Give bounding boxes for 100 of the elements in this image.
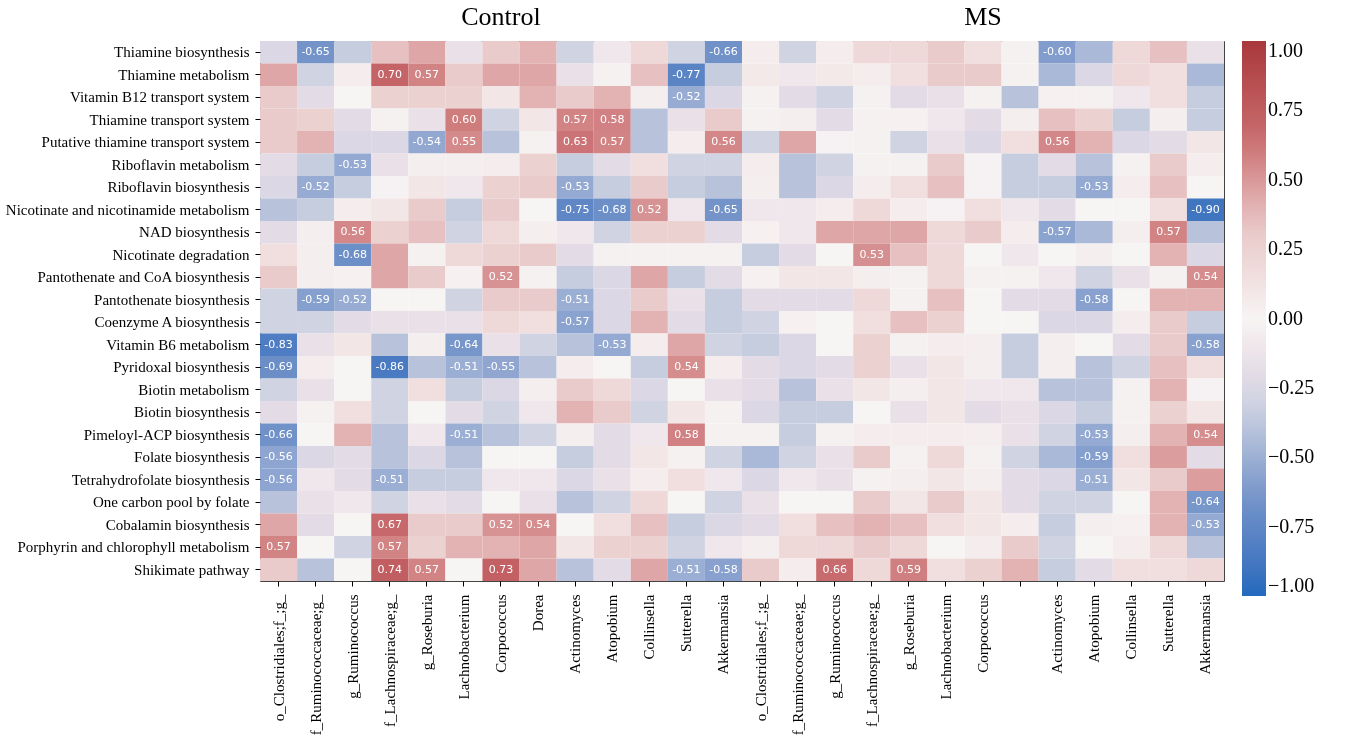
x-tick-label: g_Ruminococcus [344,594,361,699]
data-label: -0.56 [264,450,293,464]
color-bar-label: 0.75 [1268,98,1303,121]
x-tick-label: o_Clostridiales;f_;g_ [270,594,287,722]
x-tick-label: g_Roseburia [900,594,917,671]
x-tick-label: Collinsella [1123,594,1140,660]
y-tick-label: Riboflavin biosynthesis [107,179,250,196]
data-label: -0.66 [264,427,293,441]
data-label: -0.51 [1080,472,1109,486]
data-label: -0.68 [598,202,627,216]
data-label: 0.57 [1156,225,1181,239]
x-tick-label: o_Clostridiales;f_;g_ [752,594,769,722]
data-label: -0.51 [449,360,479,374]
data-label: -0.83 [264,337,293,351]
data-label: -0.59 [1080,450,1109,464]
data-label: -0.75 [560,202,590,216]
text: MS [964,2,1002,31]
data-label: 0.74 [377,562,403,576]
y-tick-label: Thiamine transport system [89,111,250,128]
data-label: 0.70 [377,67,403,81]
data-label: -0.64 [1191,495,1220,509]
color-bar-label: 1.00 [1268,39,1303,61]
y-tick-label: Pimeloyl-ACP biosynthesis [83,426,250,443]
x-tick-label: Atopobium [604,594,621,663]
data-label: 0.54 [1193,427,1218,441]
x-tick-label: Actinomyces [1049,594,1066,674]
data-label: -0.77 [672,67,701,81]
data-label: -0.52 [301,180,330,194]
data-label: -0.53 [1191,517,1220,531]
data-label: -0.55 [486,360,516,374]
data-label: 0.57 [377,540,403,554]
x-tick-label: f_Ruminococcaceae;g_ [307,594,324,736]
data-label: 0.54 [525,517,551,531]
data-label: 0.58 [599,112,625,126]
y-tick-label: Riboflavin metabolism [111,156,250,173]
data-label: -0.68 [338,247,367,261]
data-label: -0.56 [264,472,293,486]
data-label: 0.56 [1044,135,1070,149]
color-bar-label: −0.75 [1268,514,1315,537]
x-tick-label: Atopobium [1086,594,1103,663]
data-label: -0.51 [672,562,701,576]
data-label: -0.90 [1191,202,1220,216]
x-tick-label: Corpococcus [975,594,991,673]
y-tick-label: Tetrahydrofolate biosynthesis [71,471,250,488]
y-tick-label: Nicotinate and nicotinamide metabolism [5,201,250,218]
data-label: 0.63 [562,135,588,149]
y-tick-label: Folate biosynthesis [134,449,250,466]
y-tick-label: Shikimate pathway [134,561,250,578]
x-tick-label: Akkermansia [715,594,732,675]
data-label: -0.58 [1080,292,1109,306]
data-label: 0.55 [451,135,477,149]
y-tick-label: NAD biosynthesis [139,224,250,241]
data-label: -0.60 [1042,45,1072,59]
x-tick-label: Dorea [530,594,547,632]
text: Control [461,2,541,31]
y-tick-label: Vitamin B6 metabolism [106,336,250,353]
data-label: -0.66 [709,45,738,59]
x-tick-label: f_Lachnospiraceae;g_ [863,594,880,727]
data-label: 0.54 [674,360,699,374]
x-tick-label: Actinomyces [567,594,584,674]
color-bar-label: −1.00 [1268,574,1315,596]
data-label: -0.59 [301,292,330,306]
x-tick-label: f_Lachnospiraceae;g_ [381,594,398,727]
y-tick-label: Vitamin B12 transport system [69,89,250,106]
color-bar-label: −0.50 [1268,445,1315,468]
data-label: -0.52 [672,90,701,104]
data-label: -0.69 [264,360,293,374]
data-label: 0.52 [488,517,514,531]
data-label: 0.58 [674,427,699,441]
color-bar-label: 0.25 [1268,237,1303,260]
y-tick-label: Thiamine biosynthesis [114,44,250,61]
y-tick-label: Cobalamin biosynthesis [105,516,250,533]
data-label: -0.54 [412,135,442,149]
data-label: -0.53 [1080,427,1109,441]
y-tick-label: Putative thiamine transport system [41,134,250,151]
x-tick-label: Lachnobacterium [455,594,472,700]
data-label: -0.51 [375,472,404,486]
y-tick-label: Nicotinate degradation [112,246,250,263]
color-bar-label: −0.25 [1268,375,1315,398]
data-label: 0.57 [266,540,291,554]
y-tick-label: Coenzyme A biosynthesis [94,314,250,331]
data-label: -0.65 [709,202,738,216]
data-label: -0.53 [560,180,590,194]
y-tick-label: Pyridoxal biosynthesis [113,359,250,376]
data-label: 0.53 [859,247,885,261]
data-label: 0.57 [414,67,440,81]
data-label: -0.65 [301,45,330,59]
data-label: 0.60 [451,112,477,126]
x-tick-label: Sutterella [678,594,695,652]
y-tick-label: Pantothenate biosynthesis [94,291,250,308]
y-tick-label: Pantothenate and CoA biosynthesis [37,269,250,286]
data-label: 0.52 [637,202,662,216]
data-label: -0.52 [338,292,367,306]
data-label: 0.57 [562,112,588,126]
data-label: 0.67 [377,517,403,531]
color-bar-label: 0.50 [1268,167,1303,190]
y-tick-label: Biotin metabolism [138,381,250,398]
data-label: 0.59 [896,562,922,576]
color-bar-label: 0.00 [1268,306,1303,329]
data-label: -0.51 [560,292,590,306]
